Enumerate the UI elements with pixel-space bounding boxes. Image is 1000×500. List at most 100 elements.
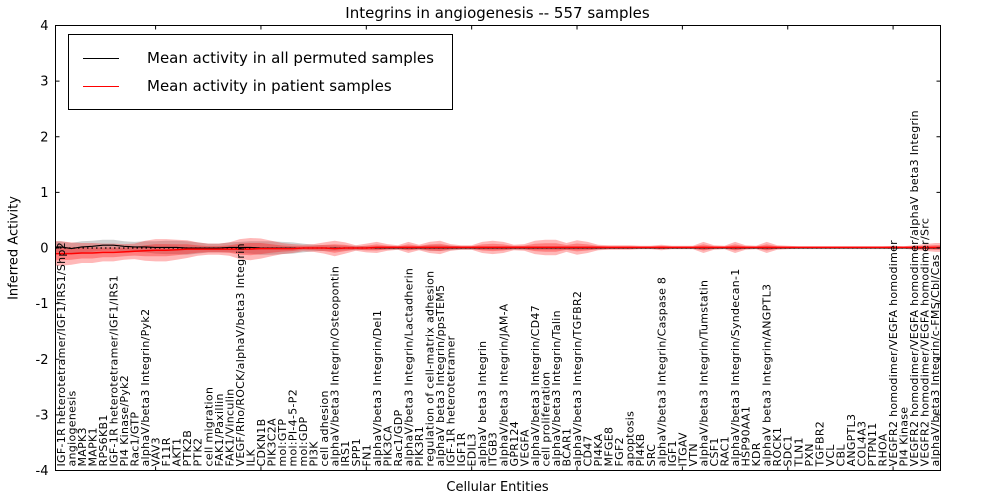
chart-title: Integrins in angiogenesis -- 557 samples	[345, 4, 650, 22]
x-tick-label: VAV3	[150, 437, 163, 466]
x-tick-label: VEGFR2 homodimer/VEGFA homodimer/Src	[919, 218, 932, 467]
x-tick-label: alphaV/beta3 Integrin/Caspase 8	[655, 277, 668, 467]
x-tick-label: FN1	[360, 444, 373, 466]
x-tick-label: FGF2	[613, 437, 626, 466]
patient-line-swatch	[83, 85, 119, 87]
y-tick-label: -1	[36, 297, 49, 312]
y-tick-label: -3	[36, 408, 49, 423]
x-tick-label: IGF-1R heterotetramer	[445, 335, 458, 466]
x-tick-label: PI4KA	[592, 433, 605, 466]
x-tick-label: RPS6KB1	[97, 414, 110, 466]
x-tick-label: PTPN11	[866, 422, 879, 466]
x-tick-label: GPR124	[508, 421, 521, 467]
x-tick-label: PXN	[803, 443, 816, 466]
x-tick-label: PI4 Kinase/Pyk2	[118, 375, 131, 467]
x-tick-label: RHOA	[877, 433, 890, 466]
x-tick-label: cell proliferation	[539, 372, 552, 467]
x-tick-label: IGF1	[666, 440, 679, 466]
legend: Mean activity in all permuted samples Me…	[68, 34, 453, 110]
x-tick-label: alphaV/beta3 Integrin/TGFBR2	[571, 291, 584, 467]
x-tick-label: VCL	[824, 444, 837, 467]
x-tick-label: TLN1	[792, 437, 805, 467]
x-tick-label: regulation of cell-matrix adhesion	[424, 271, 437, 467]
x-tick-label: PI4 Kinase	[898, 407, 911, 467]
x-tick-label: IGF-1R heterotetramer/IGF1/IRS1	[107, 275, 120, 466]
x-tick-label: alphaV/beta3 Integrin/JAM-A	[497, 303, 510, 466]
x-tick-label: MAPK3	[76, 427, 89, 466]
y-axis-label: Inferred Activity	[6, 196, 22, 300]
x-tick-label: CDKN1B	[255, 419, 268, 467]
x-tick-label: FAK1/Vinculin	[223, 388, 236, 466]
x-tick-label: apoptosis	[624, 411, 637, 467]
x-tick-label: ANGPTL3	[845, 414, 858, 467]
patient-spread-band-outer	[55, 238, 941, 266]
x-tick-label: CSF1	[708, 437, 721, 466]
y-tick-label: 1	[40, 186, 48, 201]
x-tick-label: CBL	[834, 444, 847, 467]
x-tick-label: FAK1/Paxillin	[213, 393, 226, 466]
x-tick-label: PI4KB	[634, 433, 647, 466]
x-tick-label: ITGB3	[487, 432, 500, 467]
x-tick-label: mol:PI-4-5-P2	[287, 389, 300, 467]
x-tick-label: PIK3CA	[381, 425, 394, 466]
x-tick-label: ITGAV	[676, 432, 689, 467]
x-tick-label: Rac1/GDP	[392, 410, 405, 467]
x-tick-label: VEGFR2 homodimer/VEGFA homodimer	[887, 240, 900, 467]
x-tick-label: alphaV/beta3 Integrin/Osteopontin	[329, 266, 342, 467]
x-tick-label: VEGFR2 homodimer/VEGFA homodimer/alphaV …	[908, 110, 921, 466]
x-tick-label: BCAR1	[561, 428, 574, 467]
x-tick-label: PTK2	[192, 438, 205, 467]
x-tick-label: CD47	[582, 435, 595, 466]
legend-label-permuted: Mean activity in all permuted samples	[147, 49, 434, 67]
x-tick-label: RAC1	[719, 436, 732, 466]
x-tick-label: alphaV beta3 Integrin/ANGPTL3	[761, 284, 774, 467]
x-tick-label: MFGE8	[603, 427, 616, 467]
x-tick-label: PI3K	[308, 441, 321, 467]
x-tick-label: F11R	[160, 437, 173, 466]
x-tick-label: IGF-1R heterotetramer/IGF1/IRS1/Shp2	[55, 242, 68, 467]
x-tick-label: AKT1	[171, 438, 184, 467]
x-tick-label: cell migration	[202, 387, 215, 467]
x-tick-label: alphaV beta3 Integrin/ppsTEM5	[434, 285, 447, 467]
y-tick-label: 4	[40, 19, 48, 34]
legend-label-patient: Mean activity in patient samples	[147, 77, 392, 95]
x-tick-label: cell adhesion	[318, 390, 331, 466]
x-axis-label: Cellular Entities	[446, 480, 549, 495]
x-tick-label: ILK	[244, 449, 257, 467]
x-tick-label: PIK3R1	[413, 426, 426, 467]
y-tick-label: -4	[36, 464, 49, 479]
x-tick-label: alphaV/beta3 Integrin/Syndecan-1	[729, 268, 742, 466]
patient-mean-line	[55, 246, 941, 255]
x-tick-label: SRC	[645, 444, 658, 467]
y-tick-label: 0	[40, 242, 48, 257]
y-tick-label: 3	[40, 75, 48, 90]
x-tick-label: HSP90AA1	[740, 406, 753, 467]
x-tick-label: ROCK1	[771, 427, 784, 467]
x-tick-label: alphaV/beta3 Integrin/Tumstatin	[697, 280, 710, 467]
x-tick-label: VTN	[687, 443, 700, 466]
x-tick-label: alphaV/beta3 Integrin/Talin	[550, 310, 563, 466]
permuted-line-swatch	[83, 57, 119, 59]
x-tick-label: alphaV beta3 Integrin	[476, 341, 489, 467]
x-tick-label: Rac1/GTP	[129, 412, 142, 467]
x-tick-label: SDC1	[782, 435, 795, 466]
x-tick-label: alphaV/beta3 Integrin/Del1	[371, 310, 384, 467]
x-tick-label: mol:GDP	[297, 416, 310, 466]
x-tick-label: alphaV/beta3 Integrin/Lactadherin	[402, 268, 415, 467]
y-tick-label: -2	[36, 353, 49, 368]
y-tick-label: 2	[40, 130, 48, 145]
x-tick-label: COL4A3	[856, 421, 869, 467]
x-tick-label: SPP1	[350, 438, 363, 466]
x-tick-label: EDIL3	[466, 433, 479, 466]
x-tick-label: angiogenesis	[65, 390, 78, 466]
x-tick-label: PIK3C2A	[266, 418, 279, 467]
x-tick-label: mol:GTP	[276, 419, 289, 467]
x-tick-label: alphaV/beta3 Integrin/Pyk2	[139, 309, 152, 467]
x-tick-label: PTK2B	[181, 430, 194, 467]
x-tick-label: VEGF/Rho/ROCK/alphaV/beta3 Integrin	[234, 243, 247, 466]
x-tick-label: alphaV/beta3 Integrin/c-FMS/Cbl/Cas	[929, 254, 942, 466]
x-tick-label: MAPK1	[86, 427, 99, 466]
x-tick-label: IGF1R	[455, 432, 468, 466]
